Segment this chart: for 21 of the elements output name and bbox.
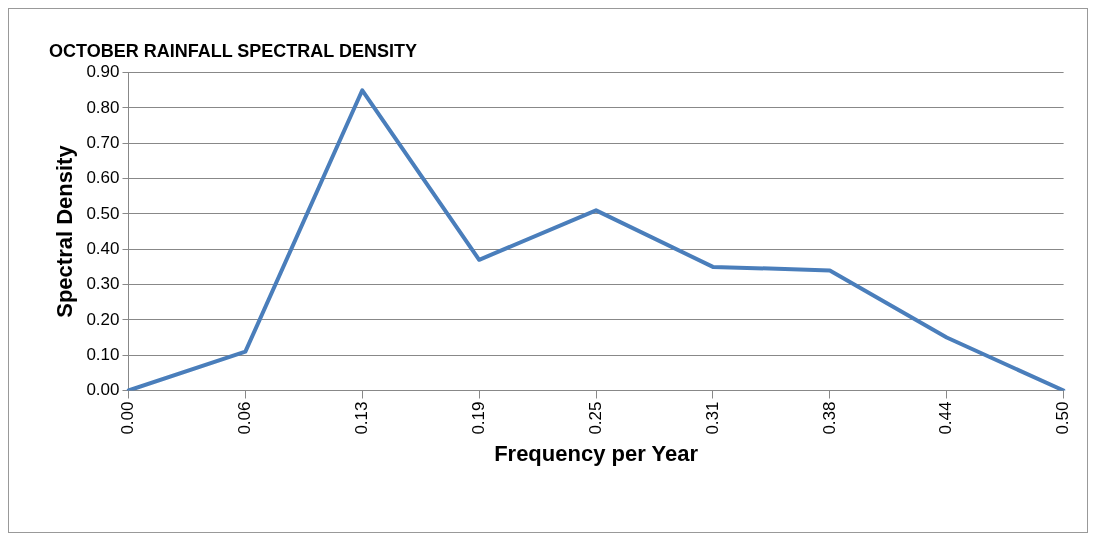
x-tick-label: 0.25 — [585, 401, 605, 435]
y-tick-label: 0.10 — [86, 344, 120, 364]
x-tick-label: 0.31 — [702, 401, 722, 435]
x-tick-label: 0.38 — [819, 401, 839, 435]
x-tick-label: 0.06 — [235, 401, 255, 435]
y-tick-label: 0.50 — [86, 203, 120, 223]
chart-title: OCTOBER RAINFALL SPECTRAL DENSITY — [49, 40, 418, 61]
y-tick-label: 0.60 — [86, 168, 120, 188]
y-tick-label: 0.40 — [86, 238, 120, 258]
y-tick-label: 0.70 — [86, 132, 120, 152]
x-tick-label: 0.50 — [1053, 401, 1073, 435]
y-tick-label: 0.20 — [86, 309, 120, 329]
x-tick-label: 0.44 — [936, 401, 956, 435]
x-axis-title: Frequency per Year — [494, 440, 699, 466]
x-tick-label: 0.13 — [351, 401, 371, 435]
x-tick-label: 0.19 — [468, 401, 488, 435]
y-tick-label: 0.30 — [86, 274, 120, 294]
y-tick-label: 0.80 — [86, 97, 120, 117]
y-tick-label: 0.00 — [86, 380, 120, 400]
y-axis-title: Spectral Density — [52, 144, 78, 318]
y-tick-label: 0.90 — [86, 62, 120, 82]
